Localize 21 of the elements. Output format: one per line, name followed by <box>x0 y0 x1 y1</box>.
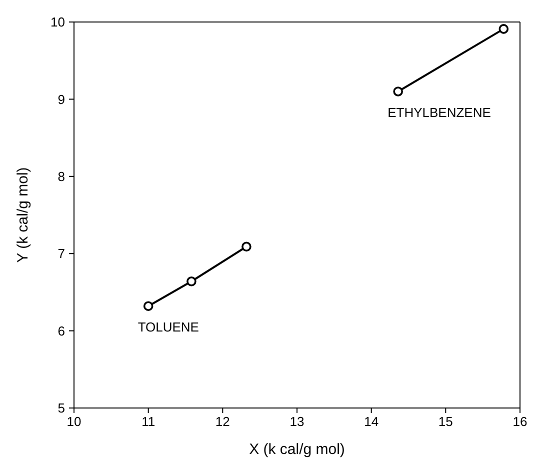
point <box>498 24 509 34</box>
series-label: ETHYLBENZENE <box>388 104 492 120</box>
point <box>143 301 154 311</box>
y-tick-label: 5 <box>58 400 65 416</box>
x-tick-label: 16 <box>512 414 528 430</box>
y-axis-title: Y (k cal/g mol) <box>14 167 32 263</box>
y-tick-label: 10 <box>50 14 65 30</box>
x-tick-label: 13 <box>290 414 304 430</box>
x-tick-label: 15 <box>438 414 453 430</box>
y-tick-label: 7 <box>58 246 65 262</box>
y-tick-label: 8 <box>58 169 65 184</box>
point <box>393 86 403 96</box>
point <box>186 276 196 286</box>
x-tick-label: 14 <box>364 414 379 430</box>
y-tick-label: 9 <box>58 92 65 107</box>
x-axis-title: X (k cal/g mol) <box>249 441 345 458</box>
x-tick-label: 12 <box>215 414 230 430</box>
y-tick-label: 6 <box>58 323 65 338</box>
x-tick-label: 11 <box>142 414 156 430</box>
series-label: TOLUENE <box>138 320 200 335</box>
point <box>242 242 252 252</box>
